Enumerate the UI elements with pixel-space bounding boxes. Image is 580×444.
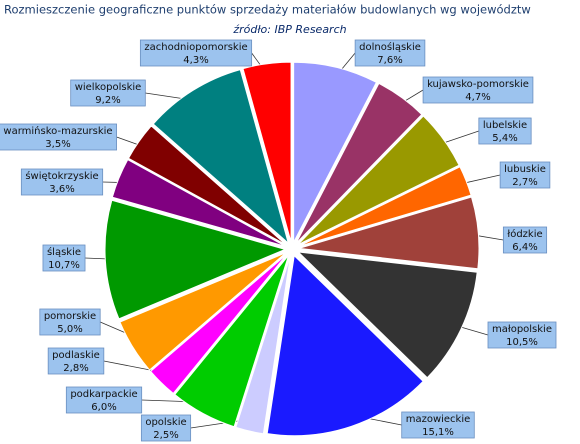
label-value: 2,5% [153, 430, 178, 441]
slices [104, 61, 480, 437]
slice-label: wielkopolskie 9,2% [70, 79, 146, 107]
label-name: łódzkie [507, 228, 542, 240]
pie-slice [149, 253, 288, 395]
label-name: pomorskie [44, 311, 96, 322]
slice-label: opolskie 2,5% [140, 414, 192, 442]
label-box [39, 308, 101, 336]
label-name: wielkopolskie [75, 82, 142, 93]
label-name: małopolskie [492, 324, 552, 335]
label-box [422, 76, 534, 104]
slice-label: zachodniopomorskie 4,3% [139, 39, 253, 67]
label-value: 6,0% [91, 402, 116, 413]
slice-label: małopolskie 10,5% [487, 321, 557, 349]
slice-label: łódzkie 6,4% [502, 226, 548, 254]
label-box [20, 168, 104, 196]
pie-slice [297, 115, 460, 246]
slice-label: podkarpackie 6,0% [65, 386, 143, 414]
label-name: podlaskie [52, 350, 100, 361]
label-value: 6,4% [512, 242, 537, 253]
label-value: 10,5% [506, 337, 538, 348]
label-name: dolnośląskie [359, 41, 421, 53]
label-name: lubelskie [483, 120, 527, 131]
slice-label: kujawsko-pomorskie 4,7% [422, 76, 534, 104]
label-box [140, 414, 192, 442]
label-box [42, 244, 86, 272]
labels: dolnośląskie 7,6% kujawsko-pomorskie 4,7% lu… [0, 39, 557, 442]
label-value: 3,6% [49, 184, 74, 195]
pie-slice [127, 125, 287, 246]
label-box [139, 39, 253, 67]
pie-slice [152, 68, 290, 245]
slice-label: lubuskie 2,7% [499, 161, 551, 189]
slice-label: świętokrzyskie 3,6% [20, 168, 104, 196]
pie-slice [293, 61, 378, 243]
label-name: opolskie [145, 417, 186, 428]
pie-slice [174, 254, 290, 428]
label-box [502, 226, 548, 254]
slice-label: dolnośląskie 7,6% [354, 39, 426, 67]
label-value: 2,7% [512, 177, 537, 188]
label-value: 15,1% [422, 427, 454, 438]
label-value: 2,8% [63, 363, 88, 374]
slice-label: mazowieckie 15,1% [401, 411, 475, 439]
label-value: 5,4% [492, 133, 517, 144]
pie-slice [298, 166, 472, 247]
pie-slice [235, 255, 291, 435]
slice-label: warmińsko-mazurskie 3,5% [0, 123, 117, 151]
pie-slice [266, 254, 424, 437]
slice-label: śląskie 10,7% [42, 244, 86, 272]
pie-slice [295, 82, 423, 244]
label-value: 7,6% [377, 55, 402, 66]
label-name: mazowieckie [406, 414, 471, 425]
pie-slice [104, 199, 287, 320]
label-value: 5,0% [57, 324, 82, 335]
chart-subtitle: źródło: IBP Research [232, 23, 346, 36]
chart-title: Rozmieszczenie geograficzne punktów sprz… [4, 3, 531, 17]
label-name: śląskie [47, 246, 81, 258]
label-name: podkarpackie [70, 389, 137, 400]
label-box [499, 161, 551, 189]
label-value: 10,7% [48, 260, 80, 271]
pie-slice [296, 251, 478, 379]
label-box [65, 386, 143, 414]
label-box [401, 411, 475, 439]
label-box [0, 123, 117, 151]
label-value: 4,3% [183, 55, 208, 66]
label-box [70, 79, 146, 107]
label-name: zachodniopomorskie [144, 42, 247, 53]
label-box [487, 321, 557, 349]
slice-label: lubelskie 5,4% [478, 117, 532, 145]
label-name: kujawsko-pomorskie [427, 79, 529, 90]
label-value: 3,5% [45, 139, 70, 150]
label-box [478, 117, 532, 145]
slice-label: podlaskie 2,8% [47, 347, 105, 375]
pie-slice [298, 196, 480, 270]
label-value: 9,2% [95, 95, 120, 106]
pie-slice [111, 158, 286, 247]
label-value: 4,7% [465, 92, 490, 103]
label-box [354, 39, 426, 67]
label-name: świętokrzyskie [25, 170, 98, 182]
label-name: lubuskie [504, 164, 546, 175]
pie-slice [119, 252, 287, 371]
pie-slice [242, 61, 292, 243]
label-box [47, 347, 105, 375]
label-name: warmińsko-mazurskie [3, 125, 112, 137]
slice-label: pomorskie 5,0% [39, 308, 101, 336]
